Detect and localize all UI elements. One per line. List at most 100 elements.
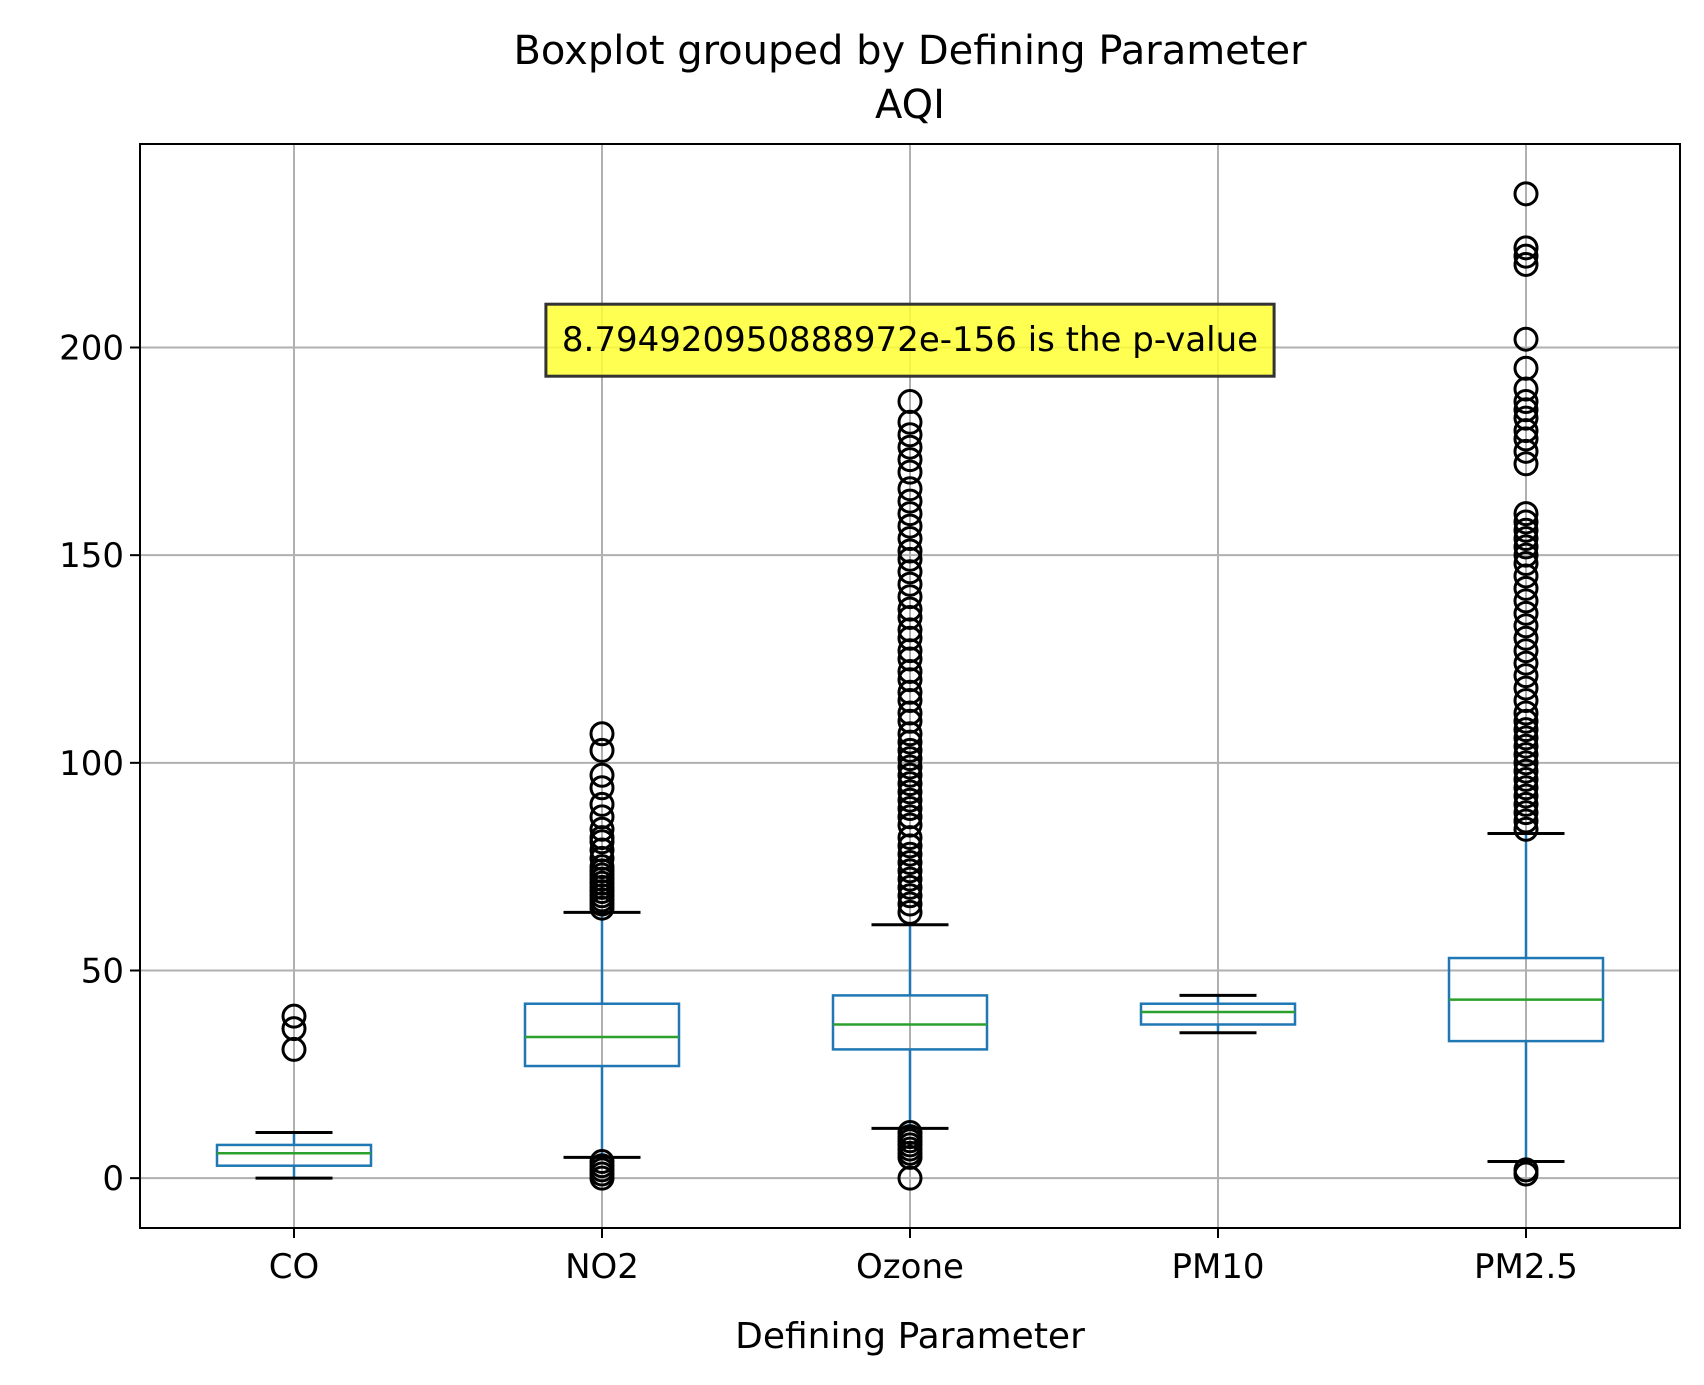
outlier-point [897,737,923,763]
outlier-point [1513,638,1539,664]
outlier-point [1513,600,1539,626]
outlier-point [897,850,923,876]
outlier-point [589,775,615,801]
outlier-point [1513,700,1539,726]
outlier-point [589,816,615,842]
outlier-point [1513,725,1539,751]
outlier-point [589,1149,615,1175]
outlier-point [1513,355,1539,381]
y-tick-label: 50 [81,951,124,991]
box-iqr [831,994,989,1051]
y-axis-ticks: 0 50 100 150 200 [59,329,140,1199]
box-iqr [523,1002,681,1068]
outlier-point [897,804,923,830]
outlier-point [1513,526,1539,552]
chart-suptitle: Boxplot grouped by Defining Parameter [513,28,1307,74]
outlier-point [897,762,923,788]
outlier-point [1513,783,1539,809]
x-tick-label: NO2 [565,1247,639,1287]
outlier-point [1513,509,1539,535]
outlier-point [1513,717,1539,743]
p-value-annotation: 8.794920950888972e-156 is the p-value [544,302,1276,378]
outlier-point [897,538,923,564]
outlier-point [1513,808,1539,834]
outlier-point [897,571,923,597]
outlier-point [1513,575,1539,601]
outlier-point [897,596,923,622]
x-tick-label: CO [269,1247,320,1287]
outlier-point [897,584,923,610]
outlier-point [897,899,923,925]
outlier-point [1513,517,1539,543]
outlier-point [1513,733,1539,759]
y-tick-label: 0 [102,1159,124,1199]
outlier-point [1513,451,1539,477]
outlier-point [897,874,923,900]
chart-title: AQI [875,82,945,128]
x-tick-label: PM10 [1171,1247,1264,1287]
outlier-point [897,501,923,527]
outlier-point [1513,625,1539,651]
box-iqr [1139,1002,1297,1026]
outlier-point [1513,326,1539,352]
outlier-point [897,771,923,797]
outlier-point [1513,650,1539,676]
outlier-point [589,721,615,747]
outlier-point [1513,389,1539,415]
x-axis-label: Defining Parameter [735,1316,1085,1357]
y-tick-label: 150 [59,536,124,576]
outlier-point [1513,243,1539,269]
outlier-point [1513,613,1539,639]
outlier-point [1513,534,1539,560]
outlier-point [281,1016,307,1042]
outlier-point [1513,775,1539,801]
outlier-point [897,883,923,909]
outlier-point [1513,791,1539,817]
outlier-point [897,891,923,917]
outlier-point [1513,800,1539,826]
outlier-point [897,1119,923,1145]
p-value-text: 8.794920950888972e-156 is the p-value [562,320,1258,360]
outlier-point [897,434,923,460]
outlier-point [589,854,615,880]
outlier-point [897,858,923,884]
outlier-point [1513,688,1539,714]
outlier-point [1513,816,1539,842]
outlier-point [1513,663,1539,689]
outlier-point [589,791,615,817]
outlier-point [897,389,923,415]
outlier-point [1513,588,1539,614]
outlier-point [1513,550,1539,576]
outlier-point [897,754,923,780]
outlier-point [589,804,615,830]
outlier-point [897,488,923,514]
box-group-pm2-5 [1447,181,1605,1187]
x-tick-label: PM2.5 [1474,1247,1578,1287]
outlier-point [897,422,923,448]
box-series [215,181,1605,1191]
outlier-point [1513,235,1539,261]
x-axis-ticks: CO NO2 Ozone PM10 PM2.5 [269,1228,1578,1287]
box-iqr [215,1143,373,1167]
box-group-no2 [523,721,681,1191]
outlier-point [1513,758,1539,784]
outlier-point [1513,405,1539,431]
outlier-point [281,1003,307,1029]
x-tick-label: Ozone [856,1247,964,1287]
outlier-point [1513,675,1539,701]
outlier-point [897,779,923,805]
outlier-point [897,812,923,838]
box-group-ozone [831,389,989,1191]
outlier-point [589,737,615,763]
outlier-point [897,787,923,813]
outlier-point [589,762,615,788]
outlier-point [1513,501,1539,527]
box-group-pm10 [1139,993,1297,1035]
y-tick-label: 200 [59,329,124,369]
outlier-point [1513,181,1539,207]
outlier-point [897,796,923,822]
outlier-point [897,476,923,502]
outlier-point [1513,251,1539,277]
outlier-point [1513,742,1539,768]
